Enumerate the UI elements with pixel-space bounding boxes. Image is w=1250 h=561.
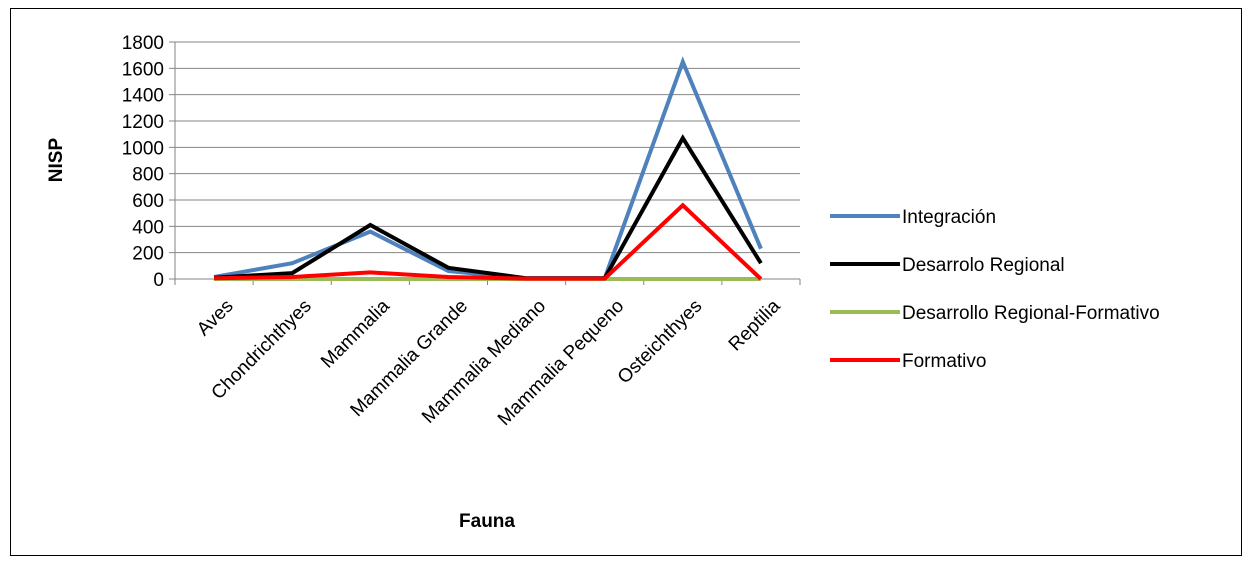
y-tick-label: 1200: [122, 112, 164, 133]
y-tick-label: 400: [132, 217, 164, 238]
legend: Integración Desarrolo Regional Desarrollo …: [830, 207, 1160, 372]
y-tick-label: 800: [132, 165, 164, 186]
y-tick-label: 200: [132, 244, 164, 265]
legend-item: Formativo: [830, 351, 986, 372]
gridlines: [169, 41, 800, 280]
y-axis-title: NISP: [46, 138, 67, 183]
x-category-label: Reptilia: [725, 295, 785, 355]
x-category-label: Osteichthyes: [614, 296, 707, 389]
x-category-label: Mammalia: [317, 295, 394, 372]
legend-label: Desarrollo Regional-Formativo: [902, 303, 1160, 324]
x-category-label: Aves: [193, 296, 237, 340]
y-tick-label: 1800: [122, 33, 164, 54]
y-tick-label: 1000: [122, 138, 164, 159]
y-tick-label: 1600: [122, 59, 164, 80]
chart-frame: [10, 8, 1242, 556]
y-tick-label: 600: [132, 191, 164, 212]
y-tick-labels: 0 200 400 600 800 1000 1200 1400 1600 1800: [122, 33, 164, 291]
legend-label: Integración: [902, 207, 996, 228]
legend-label: Desarrolo Regional: [902, 255, 1065, 276]
legend-item: Desarrolo Regional: [830, 255, 1065, 276]
y-tick-label: 0: [153, 270, 164, 291]
x-axis-title: Fauna: [459, 511, 515, 532]
axes: [174, 42, 801, 285]
legend-label: Formativo: [902, 351, 986, 372]
series-line: [213, 134, 763, 281]
series-lines: [213, 56, 763, 281]
legend-item: Desarrollo Regional-Formativo: [830, 303, 1160, 324]
y-tick-label: 1400: [122, 86, 164, 107]
legend-item: Integración: [830, 207, 996, 228]
series-line: [214, 202, 763, 281]
